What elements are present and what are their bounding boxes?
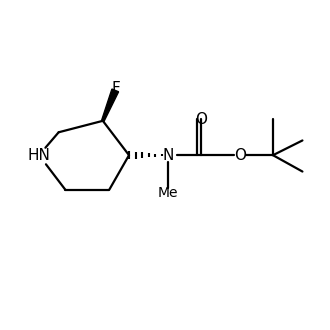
- Text: Me: Me: [158, 186, 179, 200]
- Text: HN: HN: [28, 148, 50, 163]
- Text: O: O: [195, 112, 207, 127]
- Text: N: N: [163, 148, 174, 163]
- Polygon shape: [102, 89, 118, 121]
- Text: F: F: [112, 81, 120, 96]
- Text: O: O: [234, 148, 246, 163]
